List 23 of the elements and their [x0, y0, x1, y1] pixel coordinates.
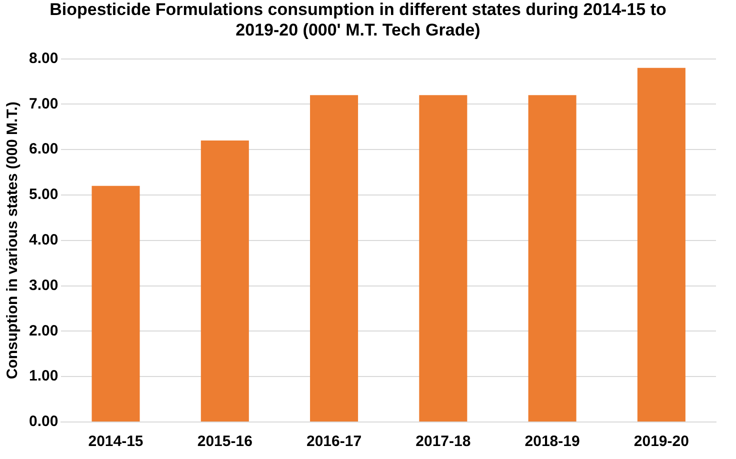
y-tick-label: 5.00 — [28, 186, 58, 204]
y-tick-label: 1.00 — [28, 368, 58, 385]
x-tick-label: 2017-18 — [416, 433, 471, 450]
bar — [637, 68, 686, 422]
y-tick-label: 2.00 — [28, 322, 58, 340]
bar — [92, 186, 140, 422]
y-tick-label: 4.00 — [28, 232, 58, 249]
bar — [528, 95, 576, 422]
y-tick-label: 8.00 — [28, 50, 58, 67]
x-tick-label: 2015-16 — [197, 433, 252, 450]
bar — [200, 140, 249, 422]
bar — [310, 95, 358, 422]
y-axis-title: Consuption in various states (000 M.T.) — [4, 102, 22, 380]
x-tick-label: 2016-17 — [306, 433, 362, 450]
x-tick-label: 2018-19 — [524, 433, 580, 450]
y-tick-label: 7.00 — [28, 95, 58, 112]
y-tick-label: 6.00 — [28, 140, 58, 158]
chart-title: Biopesticide Formulations consumption in different states during 2014-15 to 2019-20 (000' M.T. Tech Grade) — [50, 0, 666, 40]
bar — [419, 95, 468, 422]
y-tick-label: 3.00 — [28, 276, 58, 294]
x-tick-label: 2014-15 — [88, 433, 144, 450]
x-tick-label: 2019-20 — [634, 433, 689, 450]
y-tick-label: 0.00 — [28, 413, 58, 430]
